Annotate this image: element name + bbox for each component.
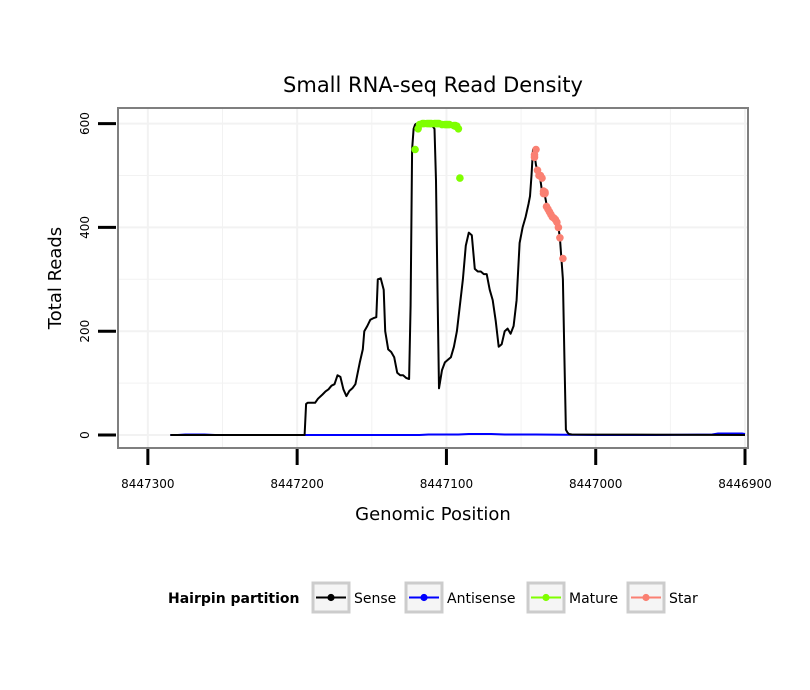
series-mature — [411, 119, 464, 182]
x-tick-label: 8446900 — [718, 477, 771, 491]
mature-point — [411, 145, 419, 154]
legend-item-antisense: Antisense — [404, 581, 516, 614]
y-tick-label: 200 — [78, 320, 92, 343]
y-tick-label: 400 — [78, 216, 92, 239]
legend-title: Hairpin partition — [168, 591, 299, 607]
y-axis-label: Total Reads — [45, 227, 66, 330]
legend-key-point — [642, 593, 650, 602]
star-point — [556, 234, 564, 242]
legend-label-antisense: Antisense — [447, 591, 516, 607]
legend-key-point — [542, 593, 550, 602]
legend-items: Sense Antisense Mature Star — [311, 581, 698, 614]
mature-point — [456, 174, 464, 182]
legend-key-point — [420, 593, 428, 602]
plot-background — [118, 108, 748, 448]
y-tick-label: 600 — [78, 112, 92, 135]
star-point — [541, 189, 549, 198]
star-point — [538, 174, 546, 182]
chart-title: Small RNA-seq Read Density — [283, 73, 583, 97]
mature-point — [454, 125, 463, 133]
star-point — [532, 145, 540, 154]
legend-key-point — [327, 593, 335, 602]
axes: 8447300 8447200 8447100 8447000 8446900 0 200 4… — [78, 112, 772, 491]
grid — [118, 108, 748, 448]
x-tick-label: 8447200 — [270, 477, 323, 491]
x-tick-label: 8447000 — [569, 477, 622, 491]
x-axis-label: Genomic Position — [355, 504, 511, 525]
star-point — [559, 254, 567, 263]
plot-frame — [117, 107, 749, 449]
legend-item-star: Star — [626, 581, 698, 614]
series-layer — [170, 119, 746, 436]
legend: Hairpin partition Sense Antisense Mature St… — [168, 581, 698, 614]
legend-label-mature: Mature — [569, 591, 618, 607]
legend-item-mature: Mature — [526, 581, 618, 614]
series-star — [530, 145, 567, 263]
x-tick-label: 8447300 — [121, 477, 174, 491]
legend-label-star: Star — [669, 591, 698, 607]
x-tick-label: 8447100 — [420, 477, 473, 491]
legend-label-sense: Sense — [354, 591, 396, 607]
y-tick-label: 0 — [78, 431, 92, 439]
star-point — [554, 223, 563, 232]
legend-item-sense: Sense — [311, 581, 396, 614]
